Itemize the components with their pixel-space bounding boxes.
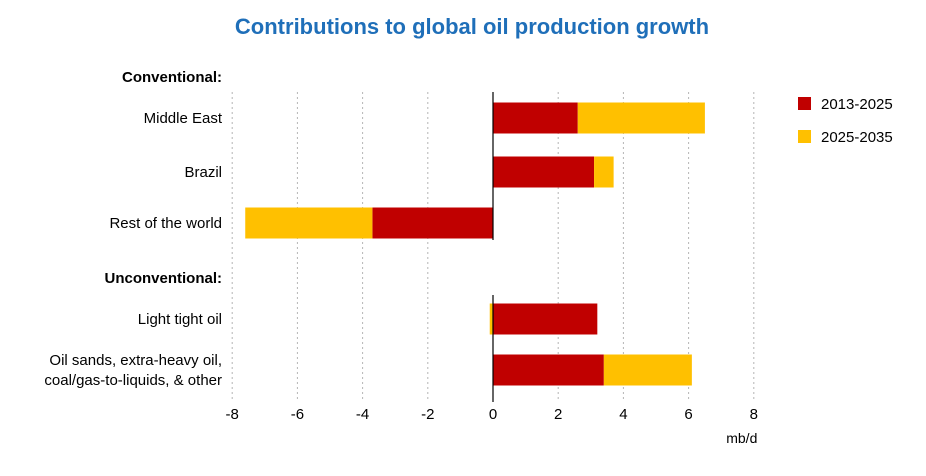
x-tick-label: -2 [421,406,434,423]
x-axis: -8 -6 -4 -2 0 2 4 6 8 mb/d [226,406,758,446]
bar-segment [493,354,604,386]
bar-segment [493,156,595,188]
category-label: Oil sands, extra-heavy oil, coal/gas-to-l… [44,352,222,389]
bar-segment [594,156,614,188]
grid [231,92,755,402]
chart-title: Contributions to global oil production g… [235,14,709,39]
category-label: Middle East [144,110,223,127]
x-tick-label: -8 [226,406,239,423]
x-tick-label: -4 [356,406,369,423]
bar-segment [577,102,705,134]
bar-segment [493,303,598,335]
category-label: Light tight oil [138,311,222,328]
x-tick-label: -6 [291,406,304,423]
bars [245,92,705,402]
x-tick-label: 8 [750,406,758,423]
category-label: Brazil [184,164,222,181]
x-axis-label: mb/d [726,430,757,446]
bar-segment [603,354,692,386]
legend: 2013-2025 2025-2035 [798,96,893,146]
legend-label: 2025-2035 [821,129,893,146]
category-labels: Conventional: Middle East Brazil Rest of th… [44,69,222,389]
group-label: Conventional: [122,69,222,86]
bar-segment [489,303,493,335]
legend-swatch [798,130,811,143]
bar-segment [245,207,373,239]
x-tick-label: 0 [489,406,497,423]
legend-label: 2013-2025 [821,96,893,113]
group-label: Unconventional: [104,270,222,287]
bar-segment [372,207,493,239]
bar-segment [493,102,578,134]
category-label: Rest of the world [109,215,222,232]
x-tick-label: 4 [619,406,627,423]
x-tick-label: 6 [684,406,692,423]
x-tick-label: 2 [554,406,562,423]
legend-swatch [798,97,811,110]
